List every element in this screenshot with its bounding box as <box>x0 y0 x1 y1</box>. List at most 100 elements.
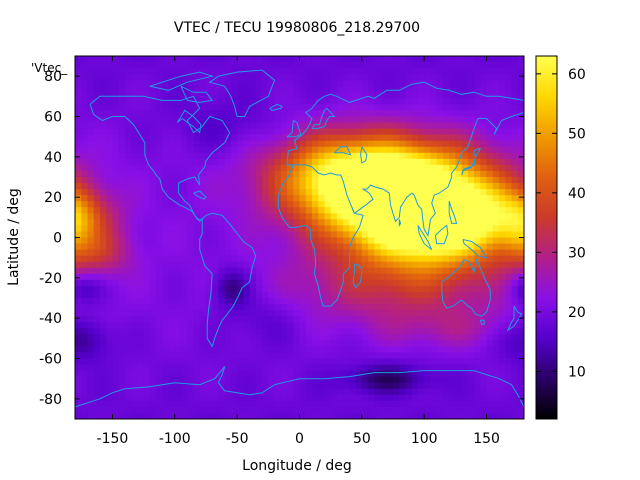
heatmap-cell <box>99 128 107 136</box>
heatmap-cell <box>280 358 288 366</box>
heatmap-cell <box>355 394 363 402</box>
heatmap-cell <box>318 370 326 378</box>
heatmap-cell <box>75 322 82 329</box>
heatmap-cell <box>467 98 475 105</box>
heatmap-cell <box>212 164 220 172</box>
heatmap-cell <box>293 164 301 172</box>
heatmap-cell <box>336 364 344 372</box>
heatmap-cell <box>417 291 425 299</box>
heatmap-cell <box>449 388 457 396</box>
heatmap-cell <box>118 298 126 305</box>
heatmap-cell <box>343 279 350 287</box>
heatmap-cell <box>505 237 513 245</box>
heatmap-cell <box>149 346 157 354</box>
heatmap-cell <box>505 400 513 408</box>
heatmap-cell <box>274 370 282 378</box>
heatmap-cell <box>442 164 450 172</box>
heatmap-cell <box>311 219 319 226</box>
heatmap-cell <box>143 352 151 360</box>
heatmap-cell <box>455 388 463 396</box>
heatmap-cell <box>399 62 407 69</box>
heatmap-cell <box>87 134 95 142</box>
heatmap-cell <box>249 213 257 220</box>
heatmap-cell <box>181 279 188 287</box>
heatmap-cell <box>106 358 114 366</box>
heatmap-cell <box>368 231 375 239</box>
heatmap-cell <box>355 195 363 202</box>
heatmap-cell <box>149 298 157 305</box>
heatmap-cell <box>330 304 338 311</box>
heatmap-cell <box>430 243 438 251</box>
heatmap-cell <box>218 219 226 226</box>
heatmap-cell <box>480 394 488 402</box>
heatmap-cell <box>118 316 126 323</box>
heatmap-cell <box>162 376 170 384</box>
heatmap-cell <box>299 146 307 154</box>
heatmap-cell <box>212 62 220 69</box>
heatmap-cell <box>417 195 425 202</box>
heatmap-cell <box>361 140 369 148</box>
heatmap-cell <box>405 110 413 118</box>
heatmap-cell <box>262 328 269 335</box>
heatmap-cell <box>193 352 201 360</box>
heatmap-cell <box>124 183 132 190</box>
heatmap-cell <box>280 116 288 124</box>
heatmap-cell <box>505 273 513 281</box>
heatmap-cell <box>492 140 500 148</box>
heatmap-cell <box>112 364 120 372</box>
heatmap-cell <box>212 183 220 190</box>
heatmap-cell <box>405 328 413 335</box>
heatmap-cell <box>243 116 251 124</box>
heatmap-cell <box>262 74 269 81</box>
heatmap-cell <box>449 412 457 419</box>
heatmap-cell <box>118 110 126 118</box>
heatmap-cell <box>349 310 357 317</box>
y-tick-label: -20 <box>39 271 62 287</box>
heatmap-cell <box>93 86 101 93</box>
heatmap-cell <box>399 177 407 184</box>
heatmap-cell <box>386 98 394 105</box>
heatmap-cell <box>230 86 238 93</box>
heatmap-cell <box>380 291 388 299</box>
heatmap-cell <box>474 406 481 414</box>
heatmap-cell <box>368 243 375 251</box>
heatmap-cell <box>355 298 363 305</box>
heatmap-cell <box>137 164 145 172</box>
heatmap-cell <box>106 74 114 81</box>
heatmap-cell <box>343 406 350 414</box>
heatmap-cell <box>181 340 188 347</box>
heatmap-cell <box>181 62 188 69</box>
heatmap-cell <box>199 279 207 287</box>
heatmap-cell <box>343 364 350 372</box>
heatmap-cell <box>330 249 338 257</box>
heatmap-cell <box>330 340 338 347</box>
heatmap-cell <box>162 68 170 75</box>
heatmap-cell <box>218 304 226 311</box>
heatmap-cell <box>156 164 163 172</box>
heatmap-cell <box>156 158 163 166</box>
heatmap-cell <box>461 382 469 390</box>
heatmap-cell <box>93 370 101 378</box>
heatmap-cell <box>368 164 375 172</box>
heatmap-cell <box>199 213 207 220</box>
heatmap-cell <box>287 346 294 354</box>
heatmap-cell <box>380 285 388 293</box>
heatmap-cell <box>436 322 444 329</box>
heatmap-cell <box>405 249 413 257</box>
heatmap-cell <box>330 237 338 245</box>
heatmap-cell <box>386 291 394 299</box>
heatmap-cell <box>99 243 107 251</box>
heatmap-cell <box>374 170 382 178</box>
heatmap-cell <box>262 364 269 372</box>
heatmap-cell <box>168 80 176 87</box>
heatmap-cell <box>517 346 524 354</box>
heatmap-cell <box>299 412 307 419</box>
heatmap-cell <box>511 152 519 160</box>
heatmap-cell <box>106 382 114 390</box>
heatmap-cell <box>237 285 244 293</box>
heatmap-cell <box>411 273 419 281</box>
heatmap-cell <box>499 231 506 239</box>
heatmap-cell <box>99 237 107 245</box>
heatmap-cell <box>75 285 82 293</box>
